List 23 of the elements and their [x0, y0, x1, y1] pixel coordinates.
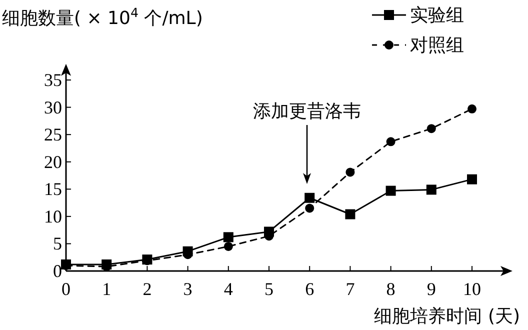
y-tick-label: 0: [53, 261, 62, 281]
x-tick-label: 10: [463, 279, 481, 299]
y-tick-label: 25: [44, 124, 62, 145]
legend-label: 对照组: [410, 35, 464, 56]
y-tick-label: 5: [53, 234, 62, 254]
y-axis-title: 细胞数量( × 10$^{4}$ 个/mL): [2, 4, 203, 29]
x-tick-label: 6: [305, 279, 314, 299]
annotation: 添加更昔洛韦: [253, 101, 361, 122]
x-axis-title: 细胞培养时间 (天): [374, 306, 520, 327]
x-tick-label: 1: [102, 279, 112, 299]
y-tick-label: 10: [44, 206, 62, 226]
x-tick-label: 7: [346, 279, 355, 299]
x-tick-label: 9: [426, 279, 436, 299]
x-tick-label: 2: [142, 279, 152, 299]
x-tick-label: 5: [264, 279, 274, 299]
x-tick-label: 4: [224, 279, 233, 299]
legend-label: 实验组: [410, 5, 464, 26]
y-tick-label: 15: [44, 179, 62, 200]
y-tick-label: 20: [44, 152, 62, 172]
x-tick-label: 3: [183, 279, 192, 299]
y-tick-label: 30: [44, 97, 62, 118]
x-tick-label: 8: [386, 279, 396, 299]
y-tick-label: 35: [44, 70, 62, 90]
